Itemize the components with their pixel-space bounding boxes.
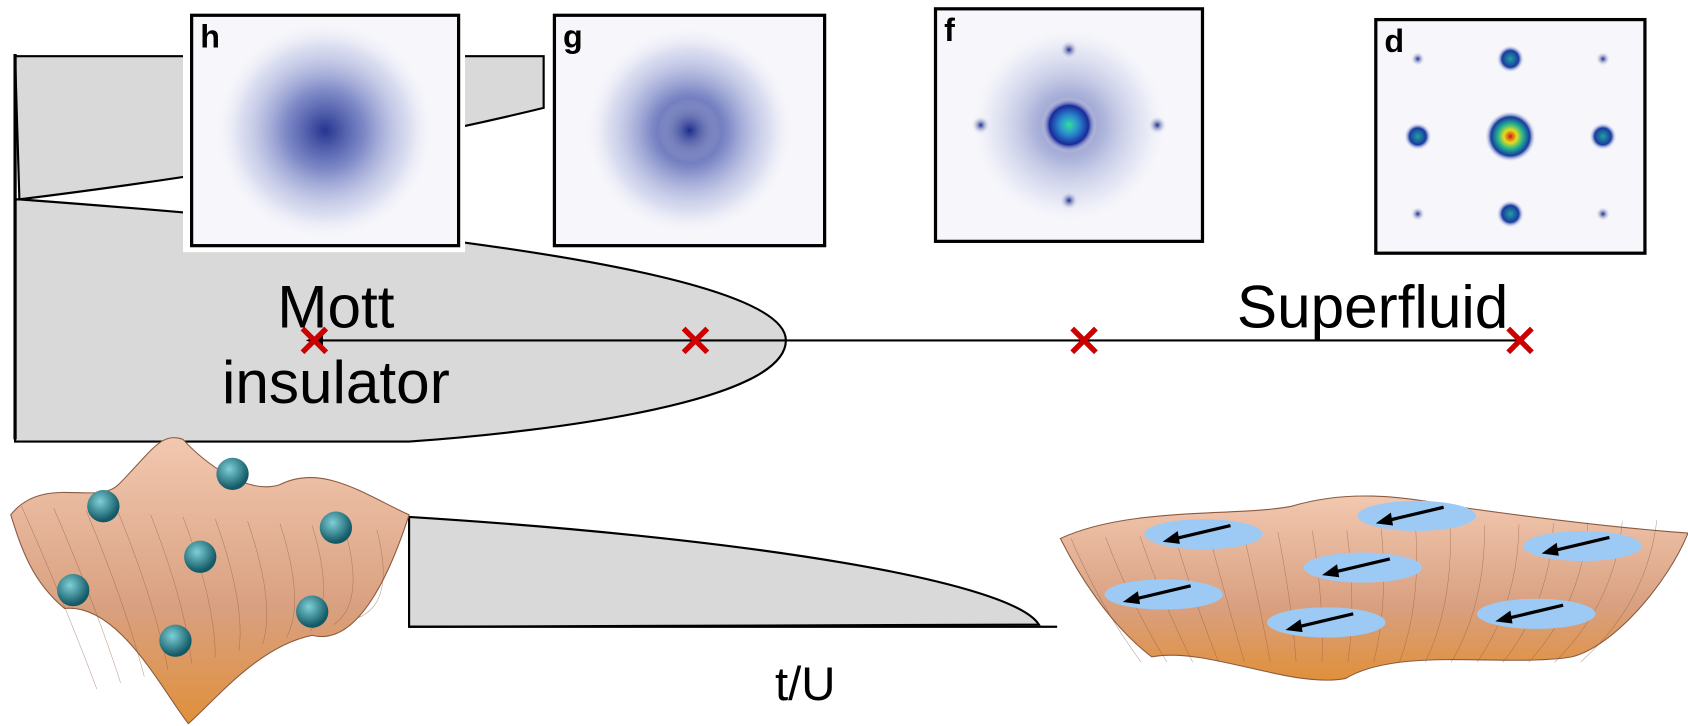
- diffuse-cloud: [212, 17, 438, 243]
- side-peak: [1059, 191, 1078, 210]
- corner-peak: [1410, 206, 1425, 221]
- superfluid-label: Superfluid: [1237, 272, 1508, 340]
- side-peak: [1496, 200, 1524, 228]
- mott-label: Mott: [277, 272, 394, 340]
- atom: [184, 541, 216, 573]
- corner-peak: [1595, 206, 1610, 221]
- condensate-site: [1304, 552, 1422, 582]
- side-peak: [971, 115, 990, 134]
- side-peak: [1404, 122, 1432, 150]
- atom: [87, 490, 119, 522]
- condensate-site: [1523, 531, 1641, 561]
- panel-label: f: [944, 12, 955, 48]
- peak: [1041, 97, 1097, 153]
- condensate-site: [1105, 579, 1223, 609]
- atom: [57, 574, 89, 606]
- side-peak: [1496, 45, 1524, 73]
- condensate-site: [1358, 501, 1476, 531]
- atom: [320, 512, 352, 544]
- phase-diagram: h g f d Mott insulator Superfluid t/U: [0, 0, 1688, 726]
- peak: [1485, 111, 1537, 163]
- atom: [216, 458, 248, 490]
- panel-label: d: [1384, 23, 1404, 59]
- side-peak: [1059, 40, 1078, 59]
- panel-label: g: [563, 19, 583, 55]
- mott-label: insulator: [222, 348, 450, 416]
- condensate-site: [1267, 607, 1385, 637]
- atom: [296, 596, 328, 628]
- atom: [159, 625, 191, 657]
- panel-label: h: [200, 19, 220, 55]
- page: hgfd Mott insulator Superfluid t/U (() =…: [0, 0, 1688, 726]
- condensate-site: [1144, 519, 1262, 549]
- condensate-site: [1477, 599, 1595, 629]
- corner-peak: [1410, 51, 1425, 66]
- lobe: [409, 517, 1039, 627]
- corner-peak: [1595, 51, 1610, 66]
- x-axis-label: t/U: [775, 658, 836, 711]
- side-peak: [1148, 115, 1167, 134]
- side-peak: [1589, 122, 1617, 150]
- diffuse-core: [657, 98, 722, 163]
